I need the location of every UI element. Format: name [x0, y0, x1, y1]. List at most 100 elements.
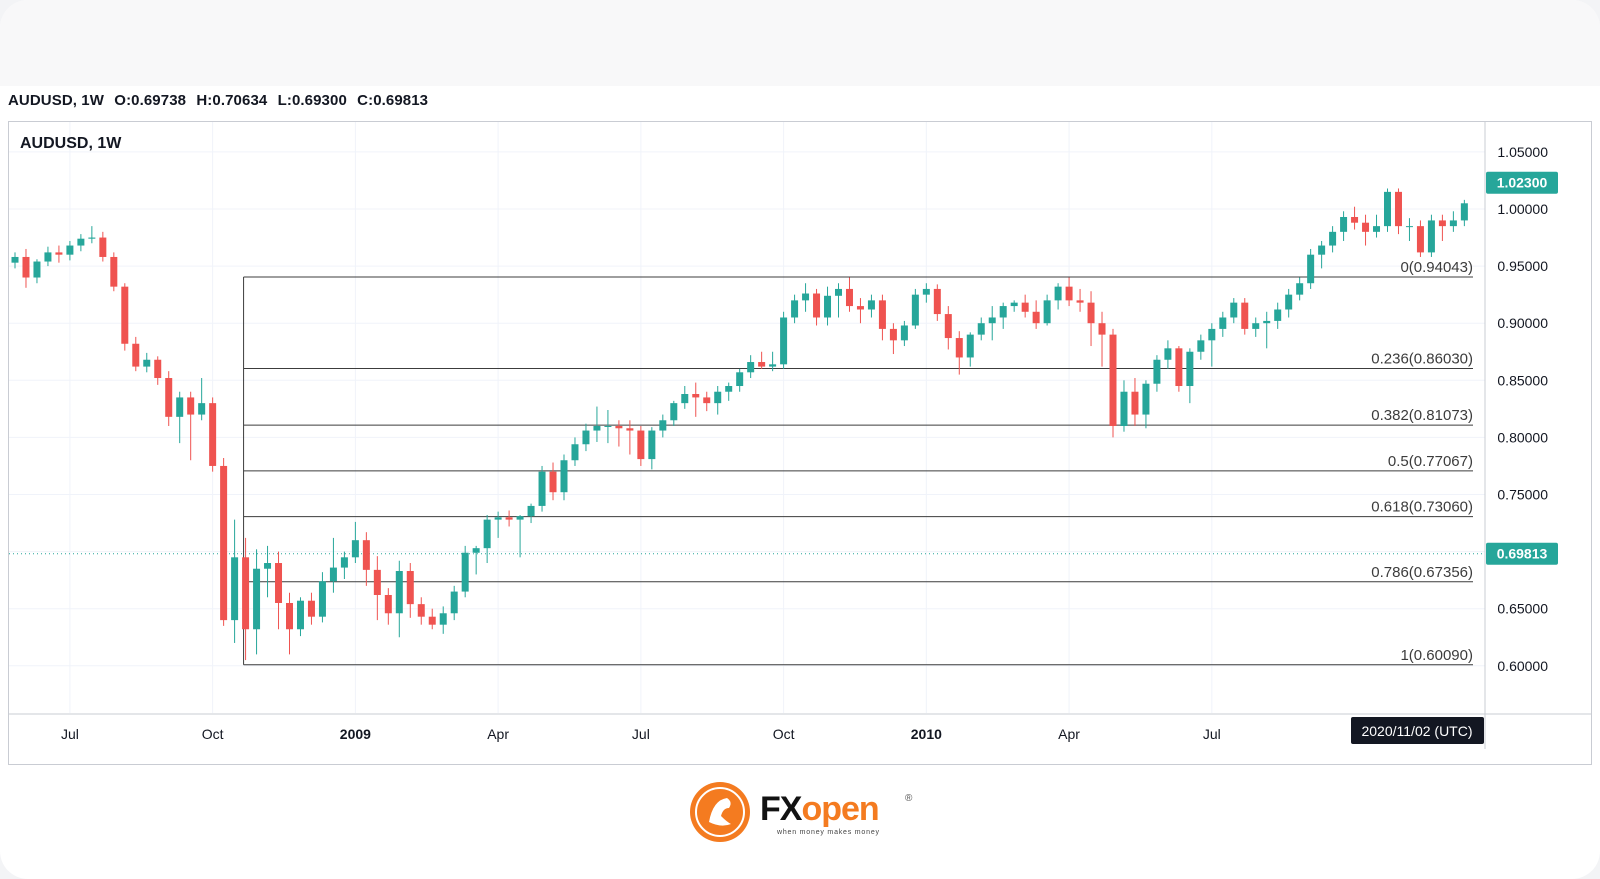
candle-up[interactable]	[253, 568, 261, 630]
candle-up[interactable]	[1010, 302, 1018, 307]
candle-up[interactable]	[1285, 294, 1293, 310]
candle-up[interactable]	[1054, 286, 1062, 301]
candle-down[interactable]	[758, 362, 766, 367]
candle-down[interactable]	[275, 563, 283, 603]
candle-down[interactable]	[132, 343, 140, 367]
candle-up[interactable]	[231, 557, 239, 621]
candle-down[interactable]	[889, 328, 897, 341]
candle-up[interactable]	[659, 420, 667, 431]
candle-up[interactable]	[648, 430, 656, 460]
candle-up[interactable]	[922, 288, 930, 295]
candle-up[interactable]	[747, 362, 755, 373]
chart-frame[interactable]	[8, 121, 1592, 765]
candle-down[interactable]	[637, 430, 645, 460]
candle-down[interactable]	[165, 378, 173, 417]
candle-down[interactable]	[22, 256, 30, 278]
candle-up[interactable]	[44, 252, 52, 262]
candle-down[interactable]	[209, 403, 217, 466]
candle-up[interactable]	[395, 571, 403, 614]
candle-up[interactable]	[670, 403, 678, 421]
candle-down[interactable]	[362, 540, 370, 570]
candle-up[interactable]	[483, 519, 491, 549]
candle-up[interactable]	[736, 372, 744, 387]
candle-down[interactable]	[110, 256, 118, 287]
candle-up[interactable]	[1208, 328, 1216, 341]
candle-up[interactable]	[999, 306, 1007, 318]
candle-up[interactable]	[1142, 383, 1150, 415]
candle-down[interactable]	[1032, 311, 1040, 324]
candle-down[interactable]	[121, 286, 129, 344]
candle-up[interactable]	[1296, 283, 1304, 295]
candle-up[interactable]	[1219, 317, 1227, 329]
candle-up[interactable]	[33, 261, 41, 278]
candle-up[interactable]	[604, 425, 612, 427]
candle-up[interactable]	[1384, 191, 1391, 227]
candle-up[interactable]	[780, 317, 788, 365]
candle-down[interactable]	[286, 602, 293, 630]
candle-down[interactable]	[1087, 302, 1095, 324]
candle-up[interactable]	[977, 323, 985, 335]
candle-up[interactable]	[571, 444, 579, 461]
candle-down[interactable]	[856, 306, 864, 310]
candle-up[interactable]	[450, 591, 458, 614]
candle-up[interactable]	[1230, 302, 1238, 318]
candle-up[interactable]	[593, 425, 601, 431]
candle-up[interactable]	[472, 548, 480, 553]
candle-up[interactable]	[560, 460, 568, 493]
candle-down[interactable]	[1065, 286, 1073, 301]
candle-down[interactable]	[1351, 216, 1359, 223]
candle-up[interactable]	[1197, 340, 1205, 352]
candle-up[interactable]	[1449, 220, 1457, 227]
candle-up[interactable]	[340, 557, 348, 568]
candle-up[interactable]	[66, 245, 74, 255]
candle-down[interactable]	[384, 594, 392, 614]
candle-up[interactable]	[1373, 226, 1381, 232]
candle-up[interactable]	[461, 552, 469, 592]
candle-down[interactable]	[1109, 334, 1117, 426]
candle-up[interactable]	[725, 386, 733, 392]
candle-down[interactable]	[373, 569, 381, 595]
candle-up[interactable]	[143, 359, 151, 367]
candle-down[interactable]	[1175, 348, 1183, 387]
candle-down[interactable]	[1021, 302, 1029, 312]
candle-down[interactable]	[242, 557, 250, 630]
candle-up[interactable]	[1405, 226, 1413, 228]
candle-up[interactable]	[835, 288, 842, 296]
candle-up[interactable]	[1043, 300, 1051, 324]
candle-down[interactable]	[703, 397, 711, 404]
candle-up[interactable]	[900, 325, 908, 341]
candle-down[interactable]	[505, 517, 513, 520]
candle-down[interactable]	[307, 600, 315, 617]
candle-down[interactable]	[933, 288, 941, 315]
candle-up[interactable]	[516, 516, 524, 520]
candle-up[interactable]	[88, 237, 96, 239]
candle-down[interactable]	[1438, 220, 1446, 227]
candle-up[interactable]	[988, 317, 996, 324]
candle-down[interactable]	[417, 604, 425, 617]
candle-down[interactable]	[1394, 191, 1402, 227]
candle-up[interactable]	[1263, 320, 1271, 324]
candle-down[interactable]	[1076, 300, 1084, 303]
candle-down[interactable]	[955, 338, 963, 358]
candle-down[interactable]	[615, 425, 623, 429]
candle-up[interactable]	[198, 403, 206, 415]
candle-down[interactable]	[692, 394, 700, 398]
candle-up[interactable]	[714, 391, 722, 404]
candle-up[interactable]	[527, 505, 535, 517]
candle-down[interactable]	[626, 428, 634, 431]
candle-down[interactable]	[187, 397, 195, 415]
candle-down[interactable]	[878, 300, 886, 329]
candle-up[interactable]	[296, 600, 304, 630]
candle-up[interactable]	[439, 613, 447, 625]
candle-up[interactable]	[318, 581, 326, 617]
candle-down[interactable]	[220, 465, 228, 621]
candle-up[interactable]	[911, 294, 919, 326]
candle-down[interactable]	[813, 293, 821, 318]
candle-down[interactable]	[944, 314, 952, 339]
candle-down[interactable]	[845, 288, 853, 307]
candle-down[interactable]	[549, 471, 557, 493]
candle-down[interactable]	[1362, 222, 1370, 232]
candle-up[interactable]	[1427, 220, 1435, 253]
candle-up[interactable]	[329, 567, 337, 582]
